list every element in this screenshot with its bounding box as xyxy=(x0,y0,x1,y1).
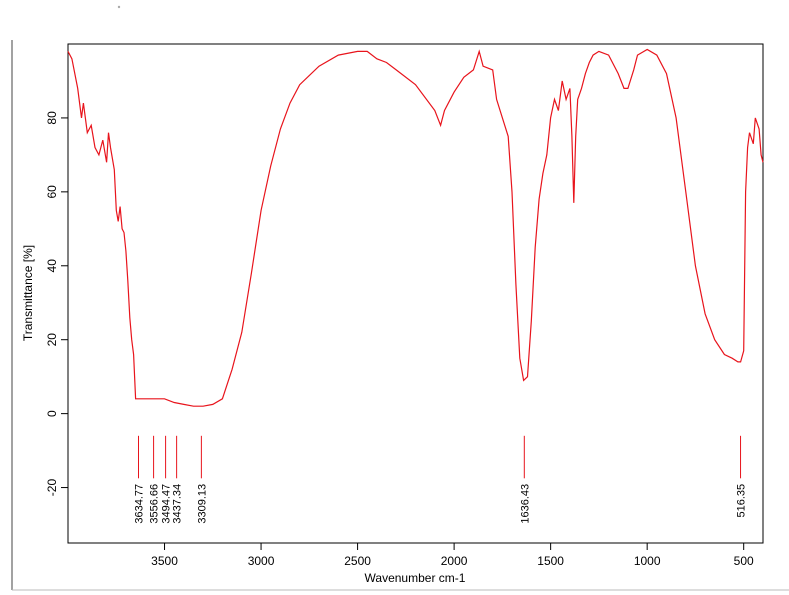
spectrum-line xyxy=(67,48,764,407)
peak-label: 3494.47 xyxy=(161,484,173,524)
y-tick-label: 60 xyxy=(45,185,59,199)
x-tick-label: 3500 xyxy=(151,554,178,568)
x-axis-label: Wavenumber cm-1 xyxy=(365,571,466,585)
plot-frame xyxy=(67,43,764,544)
x-tick-label: 2500 xyxy=(344,554,371,568)
peak-label: 516.35 xyxy=(736,484,748,518)
y-tick-label: -20 xyxy=(45,479,59,497)
peak-label: 3309.13 xyxy=(196,484,208,524)
peak-label: 1636.43 xyxy=(519,484,531,524)
peak-label: 3437.34 xyxy=(172,484,184,524)
x-tick-label: 500 xyxy=(734,554,754,568)
dot xyxy=(117,5,121,9)
y-tick-label: 0 xyxy=(45,410,59,417)
peak-label: 3556.66 xyxy=(149,484,161,524)
x-tick-label: 3000 xyxy=(248,554,275,568)
y-tick-label: 20 xyxy=(45,333,59,347)
x-tick-label: 2000 xyxy=(441,554,468,568)
y-axis-label: Transmittance [%] xyxy=(21,245,35,341)
y-tick-label: 80 xyxy=(45,111,59,125)
y-tick-label: 40 xyxy=(45,259,59,273)
x-tick-label: 1000 xyxy=(634,554,661,568)
x-tick-label: 1500 xyxy=(537,554,564,568)
peak-label: 3634.77 xyxy=(134,484,146,524)
